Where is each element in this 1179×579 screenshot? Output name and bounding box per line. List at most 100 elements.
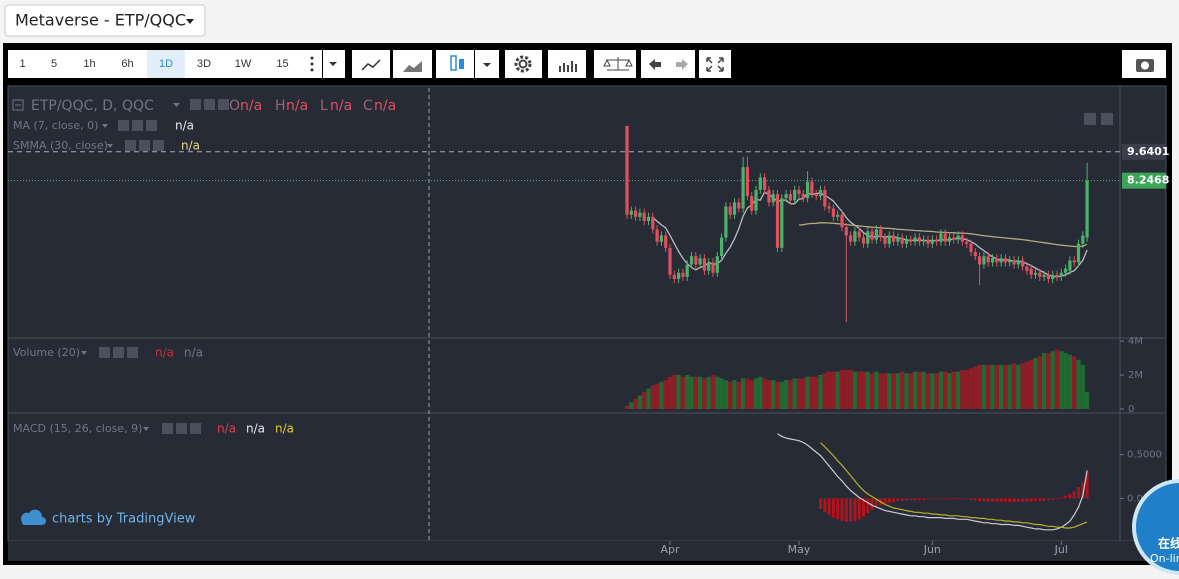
volume-bar: [659, 381, 664, 409]
candle-body: [952, 237, 956, 240]
candle-body: [685, 264, 689, 277]
candle-body: [668, 247, 672, 275]
histogram-bar: [952, 498, 956, 500]
interval-button[interactable]: [108, 50, 147, 78]
indicators-button[interactable]: [548, 50, 586, 78]
candle-body: [861, 237, 866, 244]
chat-label[interactable]: 在线: [1158, 536, 1179, 551]
histogram-bar: [1034, 498, 1037, 501]
compare-button[interactable]: [594, 50, 636, 78]
volume-bar: [1029, 359, 1034, 409]
interval-label[interactable]: 6h: [121, 58, 133, 70]
x-tick-label: Jul: [1054, 543, 1068, 556]
candle-body: [1055, 274, 1059, 277]
watermark[interactable]: charts by TradingView: [52, 512, 196, 527]
candle-body: [707, 262, 711, 271]
price-label: 8.2468: [1127, 174, 1169, 187]
icon[interactable]: [139, 140, 150, 151]
chat-sublabel[interactable]: On-line: [1150, 552, 1179, 565]
symbol-label[interactable]: Metaverse - ETP/QQC: [15, 11, 186, 30]
candle-body: [1033, 272, 1038, 275]
volume-bar: [986, 364, 991, 409]
interval-button[interactable]: [223, 50, 263, 78]
pane-button[interactable]: [1101, 113, 1113, 125]
volume-bar: [775, 381, 780, 409]
volume-bar: [667, 376, 673, 409]
histogram-bar: [819, 498, 822, 509]
icon[interactable]: [162, 423, 173, 434]
volume-bar: [672, 375, 677, 409]
interval-label[interactable]: 1h: [83, 58, 95, 70]
candle-body: [1042, 274, 1046, 277]
candle-body: [896, 237, 900, 242]
candle-body: [935, 239, 939, 242]
candle-body: [720, 237, 724, 257]
settings-button[interactable]: [505, 50, 542, 78]
histogram-bar: [922, 498, 926, 501]
interval-label[interactable]: 1: [19, 58, 25, 70]
volume-bar: [719, 378, 724, 409]
icon[interactable]: [125, 140, 136, 151]
icon[interactable]: [204, 99, 215, 110]
interval-button[interactable]: [37, 50, 71, 78]
candle-body: [947, 237, 952, 242]
interval-label[interactable]: 15: [276, 58, 288, 70]
interval-button[interactable]: [8, 50, 37, 78]
symbol-button[interactable]: [4, 4, 206, 37]
interval-label[interactable]: 1W: [235, 58, 252, 70]
interval-label[interactable]: 5: [51, 58, 57, 70]
interval-label[interactable]: 3D: [197, 58, 211, 70]
icon[interactable]: [127, 347, 138, 358]
histogram-bar: [866, 498, 870, 514]
volume-bar: [921, 371, 926, 409]
icon[interactable]: [118, 120, 129, 131]
candle-body: [823, 189, 827, 207]
icon[interactable]: [132, 120, 143, 131]
icon[interactable]: [99, 347, 110, 358]
chat-widget[interactable]: [1132, 479, 1179, 575]
interval-label[interactable]: 1D: [159, 58, 173, 70]
icon: [459, 59, 464, 69]
candle-body: [999, 258, 1003, 263]
indicator-line: [798, 222, 1088, 248]
volume-bar: [749, 380, 754, 409]
candle-style-button[interactable]: [436, 50, 474, 78]
line-style-button[interactable]: [352, 50, 390, 78]
volume-bar: [1063, 352, 1068, 409]
histogram-bar: [982, 498, 986, 501]
volume-bar: [753, 378, 759, 409]
histogram-bar: [1068, 493, 1072, 499]
candle-body: [745, 167, 749, 197]
icon[interactable]: [146, 120, 157, 131]
ohlc-value: n/a: [330, 98, 352, 114]
icon[interactable]: [153, 140, 164, 151]
volume-bar: [1054, 349, 1060, 409]
pane-button[interactable]: [1084, 113, 1096, 125]
volume-bar: [642, 392, 647, 409]
collapse-icon[interactable]: [12, 99, 24, 111]
fullscreen-button[interactable]: [699, 50, 731, 78]
volume-bar: [960, 369, 965, 409]
volume-bar: [857, 371, 862, 409]
interval-button[interactable]: [185, 50, 223, 78]
candle-body: [1046, 274, 1050, 279]
histogram-bar: [823, 498, 827, 513]
icon[interactable]: [190, 99, 201, 110]
icon[interactable]: [113, 347, 124, 358]
candle-body: [689, 256, 694, 265]
volume-bar: [801, 378, 806, 409]
histogram-bar: [874, 498, 878, 508]
icon[interactable]: [190, 423, 201, 434]
volume-bar: [1037, 356, 1042, 409]
candle-body: [715, 256, 719, 273]
icon[interactable]: [218, 99, 229, 110]
signal-line: [820, 442, 1088, 529]
interval-button[interactable]: [147, 50, 185, 78]
volume-bar: [766, 380, 772, 409]
candle-body: [853, 231, 857, 242]
area-style-button[interactable]: [393, 50, 432, 78]
interval-button[interactable]: [71, 50, 108, 78]
interval-button[interactable]: [263, 50, 302, 78]
icon[interactable]: [176, 423, 187, 434]
